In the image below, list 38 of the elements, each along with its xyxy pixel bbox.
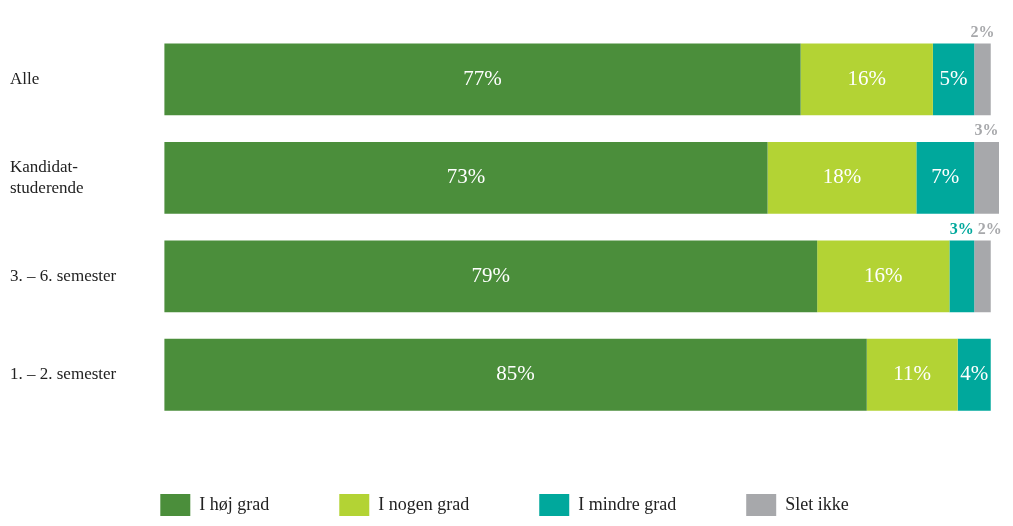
data-label: 18% (822, 164, 862, 189)
legend-label: Slet ikke (785, 493, 849, 514)
data-label: 77% (463, 65, 502, 90)
data-label: 3% (949, 219, 974, 237)
bar (974, 141, 999, 214)
y-tick-label: Alle (10, 68, 40, 88)
y-tick-label: 3. – 6. semester (10, 265, 117, 285)
bar (974, 43, 991, 116)
data-label: 4% (960, 361, 989, 386)
bar (817, 240, 950, 313)
legend-label: I høj grad (199, 493, 270, 514)
bar (949, 240, 975, 313)
bar (767, 141, 917, 214)
bar (957, 338, 991, 411)
bar (164, 338, 867, 411)
data-label: 16% (864, 262, 903, 287)
bar (974, 240, 991, 313)
bar (164, 43, 801, 116)
y-tick-label: 1. – 2. semester (10, 364, 117, 384)
legend-label: I nogen grad (378, 493, 470, 514)
bar (164, 141, 768, 214)
data-label: 85% (496, 361, 535, 386)
data-label: 79% (471, 262, 510, 287)
legend-label: I mindre grad (578, 493, 677, 514)
bar (866, 338, 958, 411)
y-tick-label: Kandidat-studerende (10, 157, 84, 197)
data-label: 73% (446, 164, 486, 189)
bar (932, 43, 975, 116)
data-label: 2% (977, 219, 1002, 237)
data-label: 2% (970, 22, 995, 40)
data-label: 11% (893, 361, 932, 386)
data-label: 3% (974, 121, 999, 139)
data-label: 5% (939, 65, 968, 90)
data-label: 16% (847, 65, 887, 90)
bar (800, 43, 933, 116)
data-label: 7% (931, 164, 960, 189)
bar (916, 141, 975, 214)
bar (164, 240, 818, 313)
